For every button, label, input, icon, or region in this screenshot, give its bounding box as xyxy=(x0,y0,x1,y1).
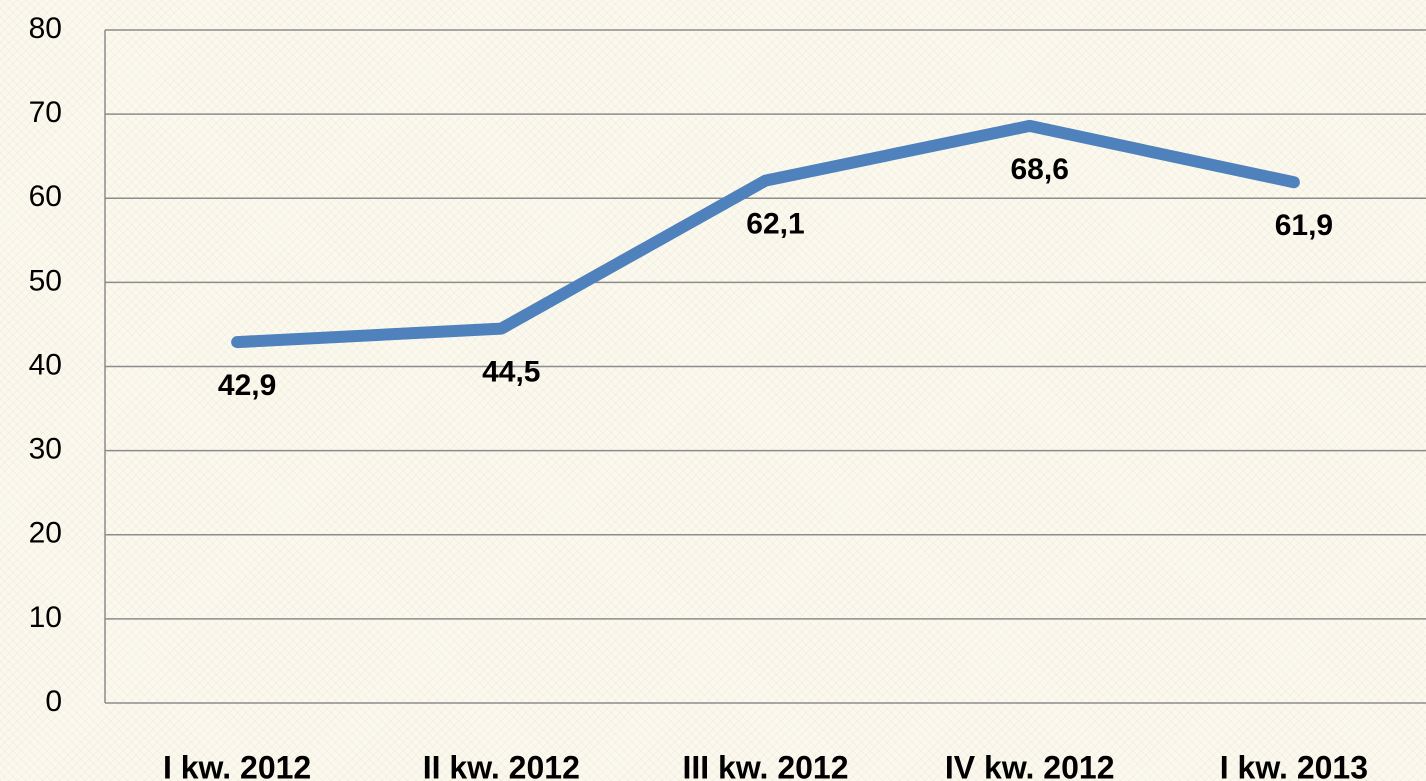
y-tick-label: 50 xyxy=(29,264,62,297)
line-series xyxy=(231,119,1300,349)
data-label: 44,5 xyxy=(482,356,540,389)
y-tick-label: 30 xyxy=(29,433,62,466)
data-label: 42,9 xyxy=(218,369,276,402)
y-tick-label: 60 xyxy=(29,180,62,213)
y-tick-label: 0 xyxy=(45,685,62,718)
x-tick-label: II kw. 2012 xyxy=(423,749,580,781)
data-label: 68,6 xyxy=(1011,153,1069,186)
x-tick-label: I kw. 2012 xyxy=(163,749,311,781)
y-tick-label: 20 xyxy=(29,517,62,550)
x-tick-label: IV kw. 2012 xyxy=(945,749,1115,781)
y-tick-label: 80 xyxy=(29,12,62,45)
x-tick-label: III kw. 2012 xyxy=(682,749,848,781)
data-label: 62,1 xyxy=(746,208,804,241)
data-label: 61,9 xyxy=(1275,209,1333,242)
y-tick-label: 70 xyxy=(29,96,62,129)
x-tick-label: I kw. 2013 xyxy=(1220,749,1368,781)
y-tick-label: 10 xyxy=(29,601,62,634)
y-tick-label: 40 xyxy=(29,348,62,381)
